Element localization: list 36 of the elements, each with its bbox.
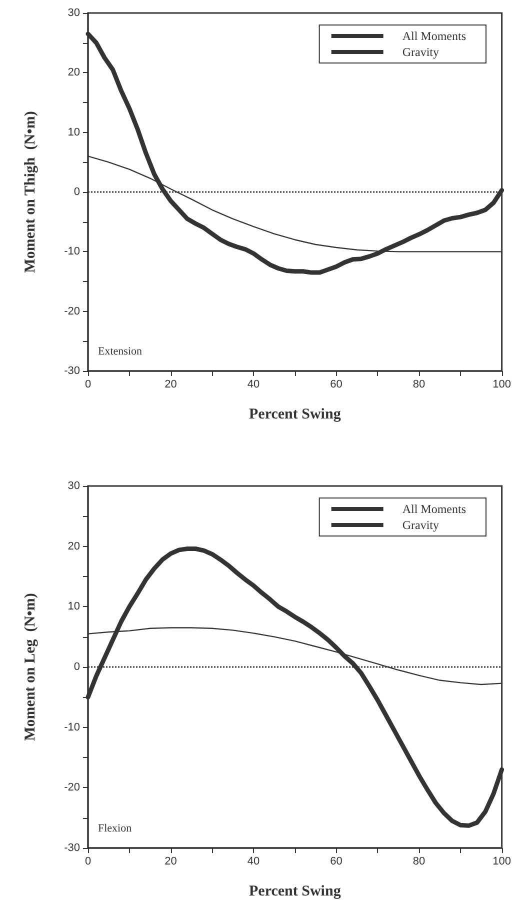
x-tick-label: 0 [84,378,92,390]
y-axis-title: Moment on Thigh (N•m) [22,111,38,273]
legend-label: Gravity [402,45,439,59]
x-tick-label: 0 [84,856,92,868]
y-tick-label: 10 [68,126,80,138]
x-tick-label: 100 [492,856,512,868]
x-tick-label: 60 [330,378,342,390]
y-tick-label: -10 [64,246,80,258]
x-tick-label: 40 [247,856,260,868]
x-tick-label: 100 [492,378,512,390]
y-tick-label: -30 [64,365,80,377]
y-tick-label: 10 [68,600,80,613]
y-tick-label: 30 [68,480,80,492]
x-tick-label: 20 [164,378,177,390]
y-tick-label: -20 [64,305,80,318]
x-tick-label: 40 [247,378,260,390]
annotation: Extension [98,346,142,358]
y-tick-label: 20 [68,66,80,79]
y-tick-label: -30 [64,842,80,854]
y-tick-label: -20 [64,782,80,794]
legend-label: All Moments [402,502,466,516]
y-tick-label: 30 [68,7,80,19]
x-tick-label: 20 [164,856,177,868]
x-axis-title: Percent Swing [249,406,342,422]
y-tick-label: 0 [74,186,80,198]
y-tick-label: -10 [64,721,80,734]
annotation: Flexion [98,822,132,834]
legend-label: Gravity [402,518,439,532]
y-tick-label: 20 [68,540,80,552]
x-tick-label: 60 [330,856,342,868]
x-tick-label: 80 [412,856,426,868]
x-tick-label: 80 [412,378,426,390]
legend-label: All Moments [402,29,466,43]
x-axis-title: Percent Swing [249,884,342,900]
y-tick-label: 0 [74,661,80,673]
y-axis-title: Moment on Leg (N•m) [22,593,38,741]
